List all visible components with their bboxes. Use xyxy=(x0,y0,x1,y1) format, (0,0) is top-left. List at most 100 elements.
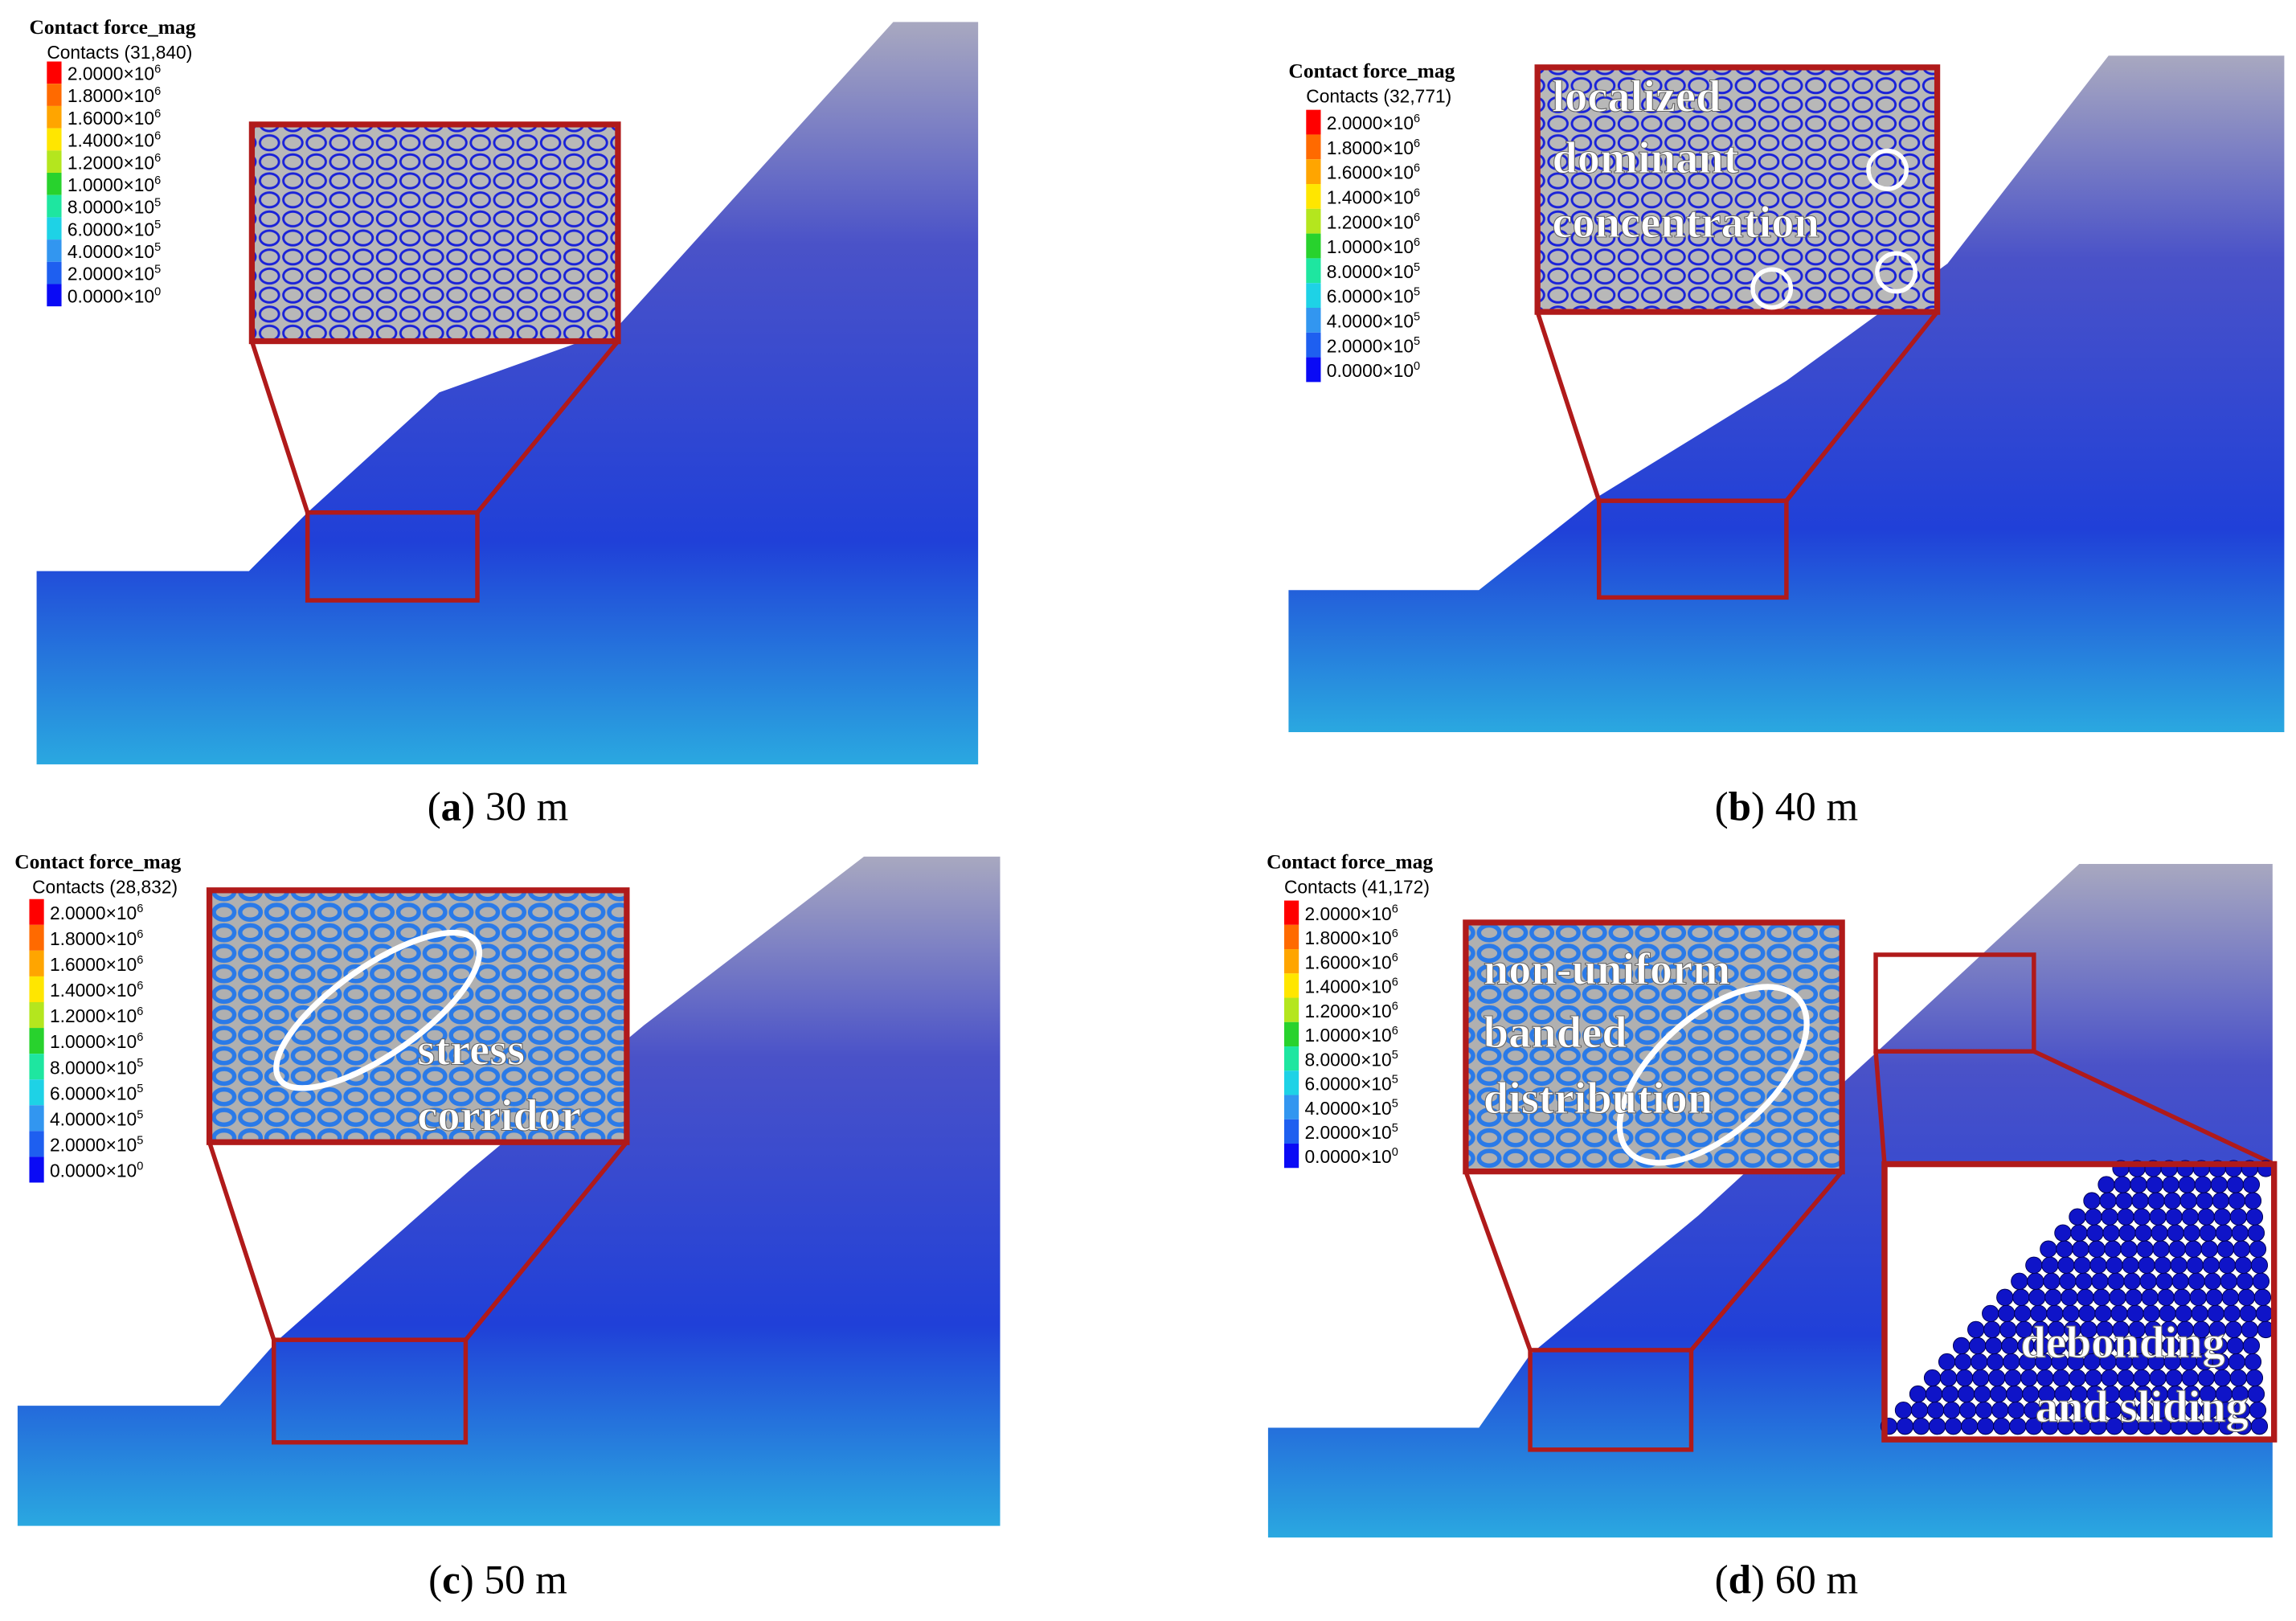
particle xyxy=(2133,1208,2151,1226)
annotation: corridor xyxy=(417,1091,581,1141)
particle xyxy=(1925,1385,1943,1403)
legend-label: 4.0000×105 xyxy=(1304,1098,1398,1119)
legend-exponent: 6 xyxy=(137,1005,143,1018)
legend-exponent: 6 xyxy=(1392,927,1398,940)
legend-exponent: 0 xyxy=(1414,360,1420,373)
caption-rest: ) 40 m xyxy=(1751,784,1858,829)
legend-swatch xyxy=(1306,159,1321,185)
particle xyxy=(2085,1208,2102,1226)
particle xyxy=(1944,1418,1962,1435)
legend-mantissa: 4.0000×10 xyxy=(68,241,154,262)
legend-label: 1.6000×106 xyxy=(1304,952,1398,972)
particle xyxy=(2196,1192,2213,1210)
particle xyxy=(2183,1224,2200,1242)
legend-swatch xyxy=(47,128,62,151)
legend-label: 4.0000×105 xyxy=(68,241,161,262)
legend-exponent: 0 xyxy=(137,1160,143,1173)
particle xyxy=(2237,1288,2256,1306)
slope xyxy=(36,22,979,765)
particle xyxy=(2220,1272,2238,1290)
caption: (d) 60 m xyxy=(1715,1558,1859,1603)
legend-subtitle: Contacts (31,840) xyxy=(47,42,192,63)
particle xyxy=(2194,1176,2212,1193)
source-box xyxy=(305,510,480,603)
particle xyxy=(2210,1176,2228,1193)
particle xyxy=(2138,1256,2155,1274)
legend-swatch xyxy=(29,924,44,951)
particle xyxy=(2163,1192,2181,1210)
particle xyxy=(1954,1353,1972,1371)
particle xyxy=(2088,1240,2106,1258)
legend-exponent: 6 xyxy=(1414,162,1420,175)
panel: localized dominant concentration Contact fo… xyxy=(1288,55,2285,829)
source-box xyxy=(272,1337,469,1445)
particle xyxy=(2130,1176,2147,1193)
particle xyxy=(2250,1418,2269,1435)
legend-label: 1.0000×106 xyxy=(68,174,161,195)
legend-swatch xyxy=(1306,184,1321,209)
legend-label: 8.0000×105 xyxy=(1304,1049,1398,1070)
legend-mantissa: 4.0000×10 xyxy=(50,1108,137,1129)
particle xyxy=(2200,1240,2218,1258)
legend-title: Contact force_mag xyxy=(1288,59,1455,83)
legend-exponent: 6 xyxy=(154,63,161,76)
legend-swatch xyxy=(1283,1119,1299,1144)
legend-exponent: 6 xyxy=(137,1031,143,1044)
particle xyxy=(2247,1224,2265,1242)
legend-title: Contact force_mag xyxy=(1267,849,1433,873)
legend-label: 1.8000×106 xyxy=(68,85,161,106)
particle xyxy=(2025,1256,2043,1274)
particle xyxy=(2242,1176,2261,1193)
zoom-connector xyxy=(249,340,310,514)
legend-mantissa: 8.0000×10 xyxy=(50,1057,137,1078)
particle xyxy=(1961,1418,1979,1435)
particle xyxy=(2151,1224,2168,1242)
legend-label: 8.0000×105 xyxy=(68,197,161,218)
particle xyxy=(2027,1272,2044,1290)
legend-swatch xyxy=(47,217,62,240)
legend-exponent: 5 xyxy=(1414,286,1420,299)
particle xyxy=(1941,1385,1959,1403)
particle xyxy=(2155,1272,2173,1290)
zoom-box xyxy=(1534,64,1941,315)
particle xyxy=(2120,1240,2138,1258)
particle xyxy=(2011,1272,2028,1290)
particle xyxy=(1990,1385,2007,1403)
zoom-connector xyxy=(207,1141,276,1341)
zoom-box xyxy=(1463,919,1845,1175)
legend-exponent: 6 xyxy=(1392,1001,1398,1013)
zoom-box xyxy=(248,121,621,345)
legend-swatch xyxy=(29,1131,44,1157)
particle xyxy=(2215,1224,2233,1242)
particle xyxy=(2205,1288,2223,1306)
particle xyxy=(1926,1401,1945,1419)
legend-label: 1.4000×106 xyxy=(50,980,143,1001)
legend-swatch xyxy=(29,1105,44,1132)
legend-mantissa: 2.0000×10 xyxy=(1327,335,1414,356)
particle xyxy=(2181,1208,2199,1226)
particle xyxy=(2146,1176,2163,1193)
particle xyxy=(2199,1224,2216,1242)
particle xyxy=(2157,1288,2175,1306)
legend-exponent: 6 xyxy=(154,174,161,187)
caption-letter: d xyxy=(1729,1558,1751,1603)
caption-rest: ) 30 m xyxy=(461,784,568,829)
caption: (a) 30 m xyxy=(428,784,569,829)
legend-mantissa: 1.0000×10 xyxy=(1327,236,1414,257)
particle xyxy=(1939,1369,1958,1387)
legend-label: 1.0000×106 xyxy=(1327,236,1420,257)
legend-subtitle: Contacts (28,832) xyxy=(32,876,178,897)
legend-swatch xyxy=(1306,258,1321,284)
caption-letter: b xyxy=(1729,784,1751,829)
legend-exponent: 5 xyxy=(137,1108,143,1121)
annotation: stress xyxy=(417,1025,525,1075)
particle xyxy=(2236,1272,2254,1290)
legend-swatch xyxy=(1283,1095,1299,1120)
particle xyxy=(2131,1192,2149,1210)
legend-label: 6.0000×105 xyxy=(1304,1073,1398,1094)
legend-mantissa: 1.0000×10 xyxy=(1304,1025,1391,1046)
legend-label: 1.4000×106 xyxy=(1327,186,1420,207)
